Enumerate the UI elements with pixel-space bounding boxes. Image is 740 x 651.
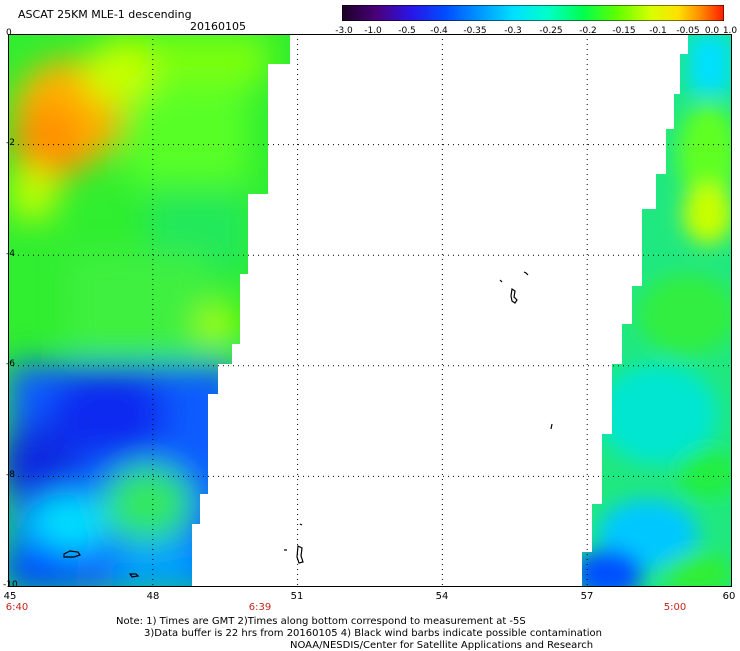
colorbar-label: 1.0 [722, 26, 738, 36]
map-title: ASCAT 25KM MLE-1 descending [18, 8, 192, 21]
colorbar-label: -3.0 [335, 26, 353, 36]
x-axis-label: 48 [146, 591, 160, 602]
note-line-2: 3)Data buffer is 22 hrs from 20160105 4)… [144, 628, 602, 639]
colorbar-label: 0.0 [704, 26, 720, 36]
time-label: 6:39 [248, 602, 272, 613]
coastlines [63, 271, 553, 578]
colorbar-labels: -3.0 -1.0 -0.5 -0.4 -0.35 -0.3 -0.25 -0.… [330, 26, 737, 38]
x-axis-label: 54 [435, 591, 449, 602]
colorbar-label: -0.15 [612, 26, 636, 36]
time-label: 5:00 [663, 602, 687, 613]
colorbar-label: -0.05 [676, 26, 700, 36]
colorbar-label: -0.25 [539, 26, 563, 36]
colorbar [342, 5, 724, 21]
colorbar-label: -1.0 [364, 26, 382, 36]
colorbar-label: -0.5 [398, 26, 416, 36]
x-axis-label: 51 [290, 591, 304, 602]
x-axis-label: 45 [3, 591, 17, 602]
y-axis-label: -8 [6, 470, 15, 480]
y-axis-label: -2 [6, 138, 15, 148]
colorbar-label: -0.3 [504, 26, 522, 36]
colorbar-label: -0.1 [649, 26, 667, 36]
y-axis-label: 0 [6, 28, 12, 38]
colorbar-label: -0.35 [463, 26, 487, 36]
note-line-3: NOAA/NESDIS/Center for Satellite Applica… [290, 640, 594, 651]
y-axis-label: -6 [6, 359, 15, 369]
left-swath [8, 34, 290, 587]
colorbar-label: -0.2 [579, 26, 597, 36]
x-axis-label: 60 [722, 591, 736, 602]
swath-map [8, 34, 732, 587]
map-grid [8, 34, 732, 587]
time-label: 6:40 [5, 602, 29, 613]
map-plot [8, 34, 732, 587]
right-swath [582, 34, 732, 587]
note-line-1: Note: 1) Times are GMT 2)Times along bot… [116, 616, 526, 627]
map-date: 20160105 [190, 20, 246, 33]
x-axis-label: 57 [580, 591, 594, 602]
y-axis-label: -4 [6, 249, 15, 259]
y-axis-label: -10 [3, 580, 18, 590]
colorbar-label: -0.4 [430, 26, 448, 36]
